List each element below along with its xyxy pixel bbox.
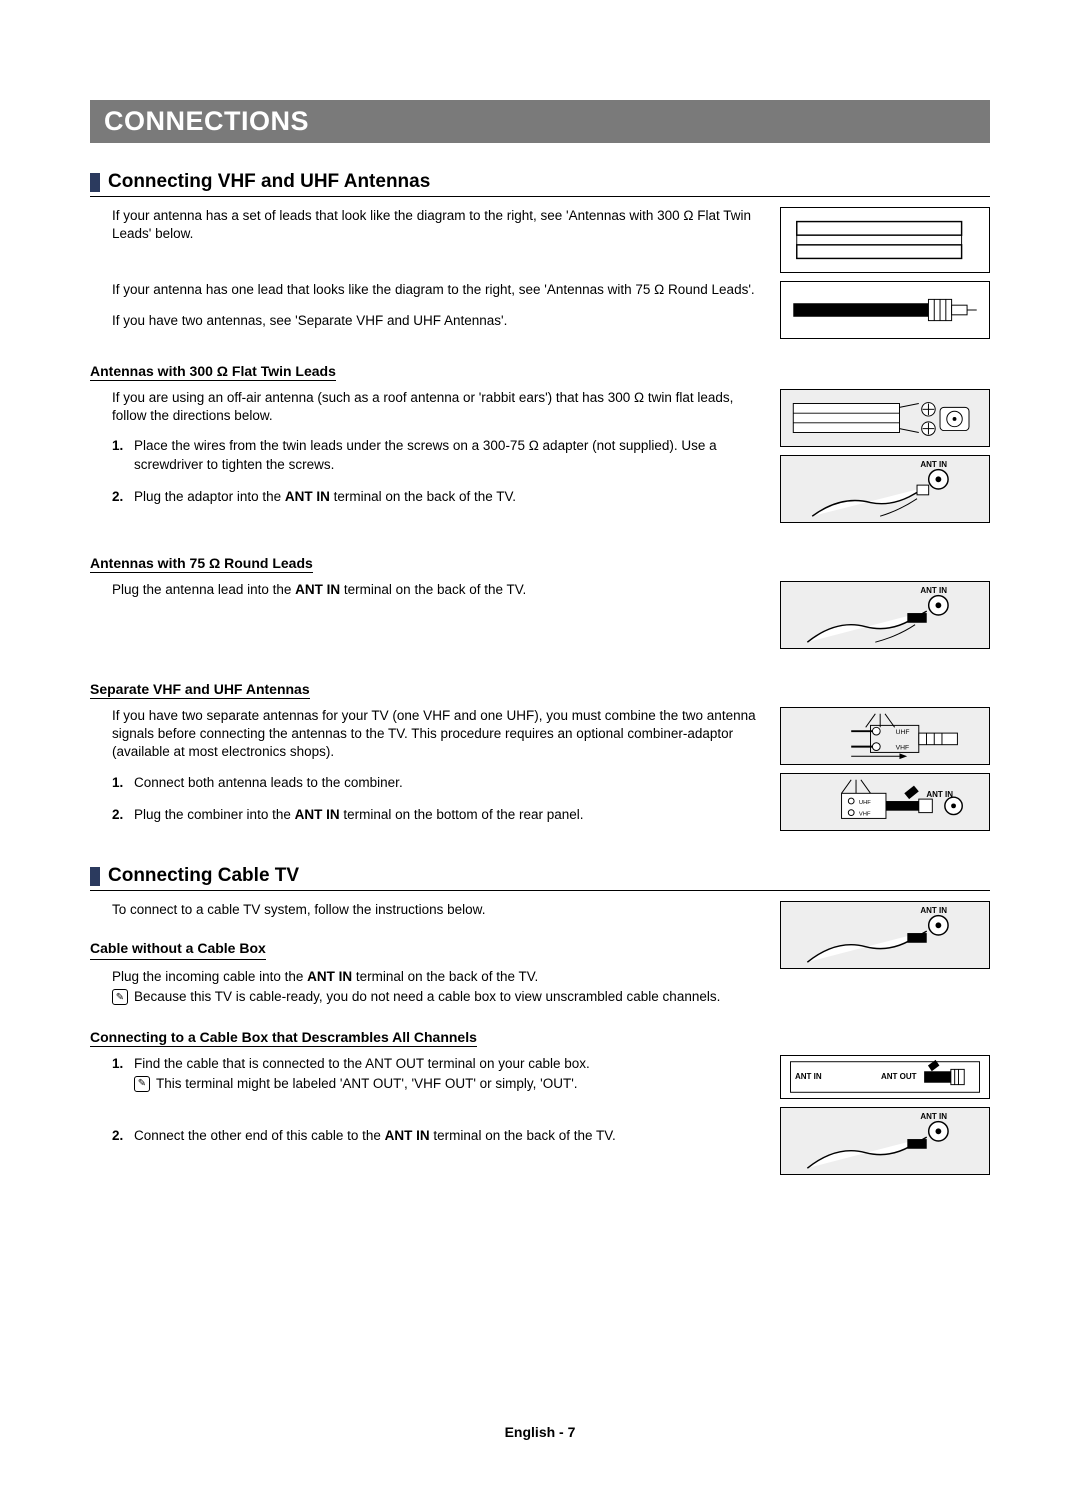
sub1-desc: If you are using an off-air antenna (suc… — [90, 389, 762, 425]
section-vhf-uhf: Connecting VHF and UHF Antennas If your … — [90, 171, 990, 839]
chapter-title: CONNECTIONS — [104, 106, 309, 136]
note-ant-out: ✎ This terminal might be labeled 'ANT OU… — [134, 1075, 590, 1093]
figure-plug-coax: ANT IN — [780, 581, 990, 649]
subheading-separate: Separate VHF and UHF Antennas — [90, 681, 310, 699]
svg-text:UHF: UHF — [896, 729, 910, 736]
section-heading-2: Connecting Cable TV — [90, 865, 990, 891]
figure-combiner-plug: ANT IN UHF VHF — [780, 773, 990, 831]
subheading-300ohm: Antennas with 300 Ω Flat Twin Leads — [90, 363, 336, 381]
figure-cable-plug: ANT IN — [780, 901, 990, 969]
section-cable-tv: Connecting Cable TV To connect to a cabl… — [90, 865, 990, 1183]
heading-bullet — [90, 173, 100, 192]
section2-intro: To connect to a cable TV system, follow … — [112, 901, 762, 919]
heading-bullet — [90, 867, 100, 886]
note-icon: ✎ — [134, 1076, 150, 1092]
intro-para-3: If you have two antennas, see 'Separate … — [112, 312, 762, 330]
figure-plug-adapter: ANT IN — [780, 455, 990, 523]
figure-coax-lead — [780, 281, 990, 339]
intro-para-2: If your antenna has one lead that looks … — [112, 281, 762, 299]
note-icon: ✎ — [112, 989, 128, 1005]
figure-combiner: UHF VHF — [780, 707, 990, 765]
figure-cable-box-plug: ANT IN — [780, 1107, 990, 1175]
note-cable-ready: ✎ Because this TV is cable-ready, you do… — [112, 988, 762, 1006]
sub3-step1: 1.Connect both antenna leads to the comb… — [112, 774, 762, 792]
figure-twin-lead — [780, 207, 990, 273]
heading-text: Connecting VHF and UHF Antennas — [108, 171, 430, 193]
subheading-no-box: Cable without a Cable Box — [90, 939, 266, 960]
svg-text:VHF: VHF — [896, 745, 910, 752]
svg-text:VHF: VHF — [859, 812, 871, 818]
figure-cable-box: ANT IN ANT OUT — [780, 1055, 990, 1099]
sub3-desc: If you have two separate antennas for yo… — [90, 707, 762, 762]
sub1-step2: 2.Plug the adaptor into the ANT IN termi… — [112, 488, 762, 506]
sub3-step2: 2.Plug the combiner into the ANT IN term… — [112, 806, 762, 824]
subheading-75ohm: Antennas with 75 Ω Round Leads — [90, 555, 313, 573]
heading-text-2: Connecting Cable TV — [108, 865, 299, 887]
section-heading: Connecting VHF and UHF Antennas — [90, 171, 990, 197]
page-footer: English - 7 — [0, 1424, 1080, 1440]
figure-adapter — [780, 389, 990, 447]
sub2b-step1: 1. Find the cable that is connected to t… — [112, 1055, 762, 1099]
sub1-step1: 1.Place the wires from the twin leads un… — [112, 437, 762, 473]
svg-text:UHF: UHF — [859, 800, 871, 806]
sub2b-step2: 2.Connect the other end of this cable to… — [112, 1127, 762, 1145]
subheading-descramble: Connecting to a Cable Box that Descrambl… — [90, 1029, 477, 1047]
intro-para-1: If your antenna has a set of leads that … — [112, 207, 762, 243]
chapter-banner: CONNECTIONS — [90, 100, 990, 143]
